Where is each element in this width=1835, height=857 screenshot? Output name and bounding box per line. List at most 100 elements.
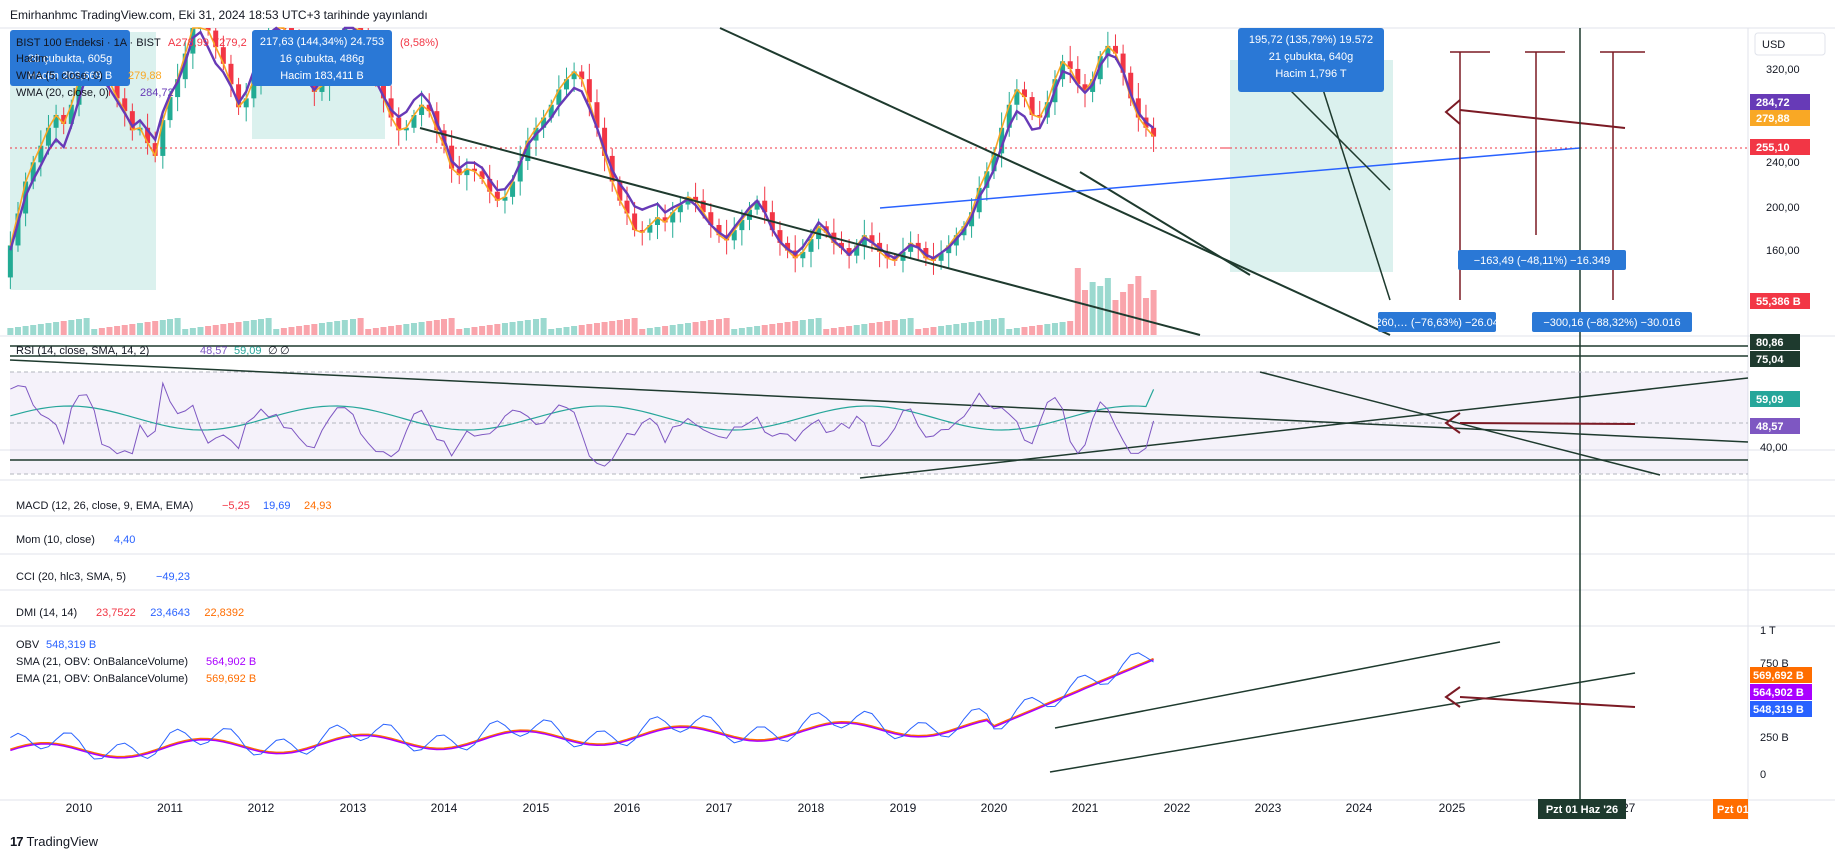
rsi-value-3: ∅ bbox=[268, 345, 278, 357]
volume-bar bbox=[341, 320, 348, 335]
volume-bar bbox=[1059, 322, 1066, 335]
rsi-value-4: ∅ bbox=[280, 345, 290, 357]
legend-volume: Hacim bbox=[16, 53, 47, 65]
volume-bar bbox=[471, 327, 478, 335]
volume-bar bbox=[318, 323, 325, 335]
candle-body bbox=[160, 120, 166, 156]
volume-bar bbox=[1127, 284, 1134, 335]
obv-channel-lower bbox=[1049, 672, 1636, 773]
volume-bar bbox=[891, 320, 898, 335]
obv-sma-line bbox=[10, 659, 1154, 759]
legend-wma5-label: WMA (5, close, 0) bbox=[16, 70, 103, 82]
rsi-value-2: 59,09 bbox=[234, 345, 262, 357]
candle-body bbox=[617, 181, 623, 201]
time-label: 2020 bbox=[981, 801, 1008, 815]
time-label: 2015 bbox=[523, 801, 550, 815]
measure-box-line: Hacim 1,796 T bbox=[1275, 68, 1347, 80]
volume-bar bbox=[624, 319, 630, 335]
obv-line bbox=[10, 652, 1154, 760]
candle-body bbox=[548, 104, 554, 118]
candle-body bbox=[1082, 84, 1088, 92]
volume-bar bbox=[639, 329, 646, 335]
volume-bar bbox=[273, 329, 280, 335]
footer-brand-text: TradingView bbox=[26, 834, 99, 849]
volume-bar bbox=[456, 329, 463, 335]
volume-bar bbox=[907, 318, 914, 335]
candle-body bbox=[969, 212, 975, 227]
candle-body bbox=[647, 224, 653, 233]
candle-body bbox=[594, 102, 600, 128]
volume-bar bbox=[654, 327, 661, 335]
obv-tag: 548,319 B bbox=[1753, 704, 1804, 716]
volume-bar bbox=[121, 325, 128, 335]
volume-bar bbox=[1006, 329, 1013, 335]
volume-bar bbox=[372, 328, 379, 335]
obv-tag: 569,692 B bbox=[1753, 670, 1804, 682]
candle-body bbox=[838, 242, 844, 249]
volume-bar bbox=[1067, 321, 1074, 335]
moving-averages bbox=[9, 26, 1155, 262]
measure-box-line: … bbox=[65, 36, 76, 48]
arrow-main bbox=[1459, 109, 1626, 129]
volume-bar bbox=[571, 326, 578, 335]
candle-body bbox=[762, 200, 768, 213]
volume-bar bbox=[37, 324, 44, 335]
footer-brand: 17 TradingView bbox=[10, 834, 98, 849]
measure-box-line: 21 çubukta, 640g bbox=[1269, 51, 1353, 63]
volume-bar bbox=[1013, 328, 1020, 335]
volume-bar bbox=[761, 325, 768, 335]
volume-bar bbox=[716, 319, 722, 335]
candle-body bbox=[716, 224, 722, 236]
candle-body bbox=[739, 219, 745, 231]
volume-bar bbox=[876, 322, 883, 335]
volume-bar bbox=[784, 322, 791, 335]
volume-bar bbox=[83, 318, 90, 335]
volume-bar bbox=[1044, 324, 1051, 335]
obv-tag-bg bbox=[1750, 667, 1812, 683]
candle-body bbox=[182, 53, 188, 80]
indicator-value: 22,8392 bbox=[204, 607, 244, 619]
candle-body bbox=[1067, 61, 1073, 69]
volume-bar bbox=[288, 327, 295, 335]
volume-bar bbox=[1029, 326, 1036, 335]
obv-ema-line bbox=[10, 657, 1154, 758]
volume-bar bbox=[441, 319, 447, 335]
candle-body bbox=[167, 97, 173, 121]
candle-body bbox=[53, 114, 59, 128]
candle-body bbox=[869, 235, 875, 243]
time-label: 2012 bbox=[248, 801, 275, 815]
volume-bar bbox=[243, 321, 250, 335]
rsi-arrow-head bbox=[1444, 412, 1461, 434]
blue-channel-line bbox=[879, 147, 1581, 209]
price-tag-bg bbox=[1750, 94, 1810, 110]
indicator-value: 4,40 bbox=[114, 534, 135, 546]
volume-bar bbox=[205, 326, 212, 335]
time-label: 2014 bbox=[431, 801, 458, 815]
volume-bar bbox=[1089, 282, 1096, 335]
volume-bar bbox=[7, 328, 14, 335]
indicator-value: 23,4643 bbox=[150, 607, 190, 619]
volume-bar bbox=[280, 328, 287, 335]
candle-body bbox=[456, 168, 462, 176]
candle-body bbox=[175, 79, 181, 98]
volume-bar bbox=[1051, 323, 1058, 335]
trendline-upper bbox=[719, 27, 1391, 336]
measure-label: −163,49 (−48,11%) −16.349 bbox=[1474, 255, 1611, 267]
candle-body bbox=[205, 28, 211, 31]
measure-box-line: 16 çubukta, 486g bbox=[280, 53, 364, 65]
indicator-value: −5,25 bbox=[222, 500, 250, 512]
volume-bar bbox=[853, 325, 860, 335]
volume-bar bbox=[586, 324, 593, 335]
candle-body bbox=[563, 79, 569, 90]
candle-body bbox=[541, 117, 547, 128]
rsi-tag-bg bbox=[1750, 351, 1800, 367]
candle-body bbox=[991, 153, 997, 172]
candle-body bbox=[816, 226, 822, 240]
candle-body bbox=[1014, 89, 1020, 105]
volume-bar bbox=[182, 329, 189, 335]
volume-bar bbox=[915, 329, 922, 335]
candle-body bbox=[145, 127, 151, 144]
measure-box-3 bbox=[1238, 28, 1384, 92]
legend-wma20-label: WMA (20, close, 0) bbox=[16, 87, 109, 99]
